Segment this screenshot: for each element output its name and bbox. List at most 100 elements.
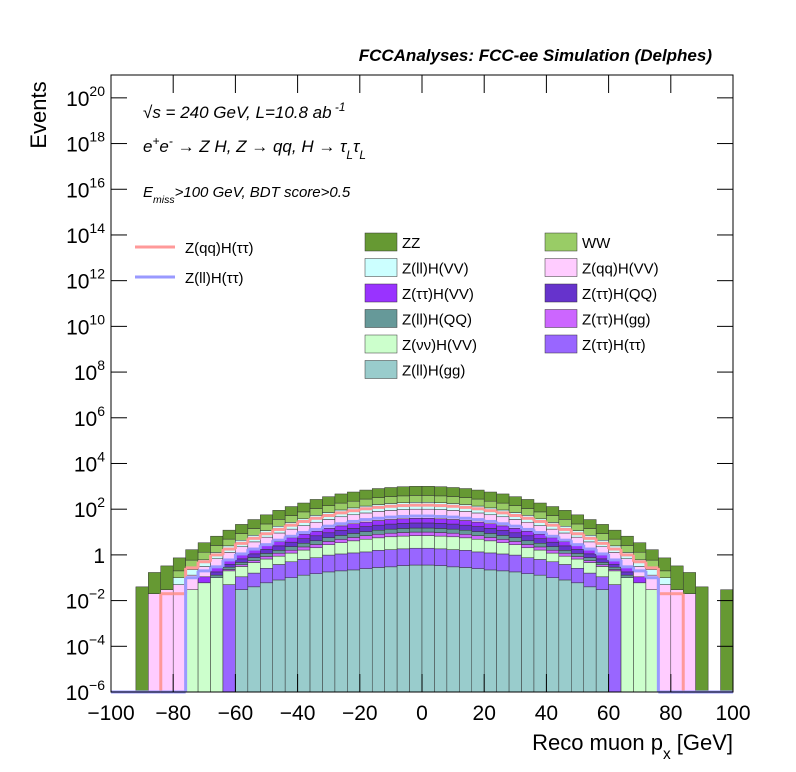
- histogram-bar: [371, 524, 385, 531]
- histogram-bar: [595, 533, 609, 541]
- histogram-bar: [571, 553, 584, 557]
- histogram-bar: [309, 508, 323, 516]
- histogram-bar: [222, 584, 236, 693]
- histogram-bar: [421, 547, 435, 566]
- histogram-bar: [284, 577, 298, 693]
- histogram-bar: [284, 541, 298, 547]
- histogram-bar: [471, 531, 485, 536]
- histogram-bar: [546, 546, 560, 551]
- histogram-bar: [571, 514, 584, 525]
- histogram-bar: [558, 555, 572, 565]
- histogram-bar: [558, 541, 572, 547]
- histogram-bar: [633, 542, 647, 553]
- y-tick-base: 10: [74, 362, 97, 385]
- histogram-bar: [309, 544, 323, 549]
- histogram-bar: [421, 495, 435, 503]
- histogram-bar: [347, 500, 361, 509]
- histogram-bar: [185, 549, 199, 561]
- histogram-bar: [459, 537, 473, 551]
- histogram-bar: [297, 502, 311, 513]
- histogram-bar: [533, 533, 547, 539]
- y-tick-base: 10: [66, 225, 89, 248]
- histogram-bar: [396, 532, 410, 537]
- y-tick-base: 10: [66, 88, 89, 111]
- histogram-bar: [247, 560, 261, 563]
- histogram-bar: [434, 535, 448, 550]
- histogram-bar: [247, 519, 261, 529]
- y-tick-label: 1018: [66, 129, 105, 157]
- histogram-bar: [620, 577, 634, 693]
- y-tick-label: 1020: [66, 83, 105, 111]
- histogram-bar: [446, 487, 460, 497]
- histogram-bar: [595, 576, 609, 590]
- histogram-bar: [645, 569, 659, 576]
- histogram-bar: [284, 549, 298, 554]
- histogram-bar: [247, 562, 261, 574]
- histogram-bar: [334, 502, 348, 511]
- text-segment: Reco muon p: [532, 730, 663, 755]
- histogram-bar: [396, 535, 410, 550]
- legend-swatch: [544, 258, 578, 277]
- legend-swatch: [364, 258, 398, 277]
- histogram-bar: [371, 529, 385, 535]
- histogram-bar: [434, 532, 448, 537]
- histogram-bar: [471, 551, 485, 569]
- histogram-bar: [334, 553, 348, 572]
- histogram-bar: [608, 584, 622, 693]
- histogram-bar: [334, 539, 348, 543]
- histogram-bar: [409, 527, 423, 533]
- histogram-bar: [396, 518, 410, 524]
- legend-label: Z(ll)H(QQ): [402, 312, 472, 329]
- histogram-bar: [185, 589, 199, 693]
- histogram-bar: [371, 497, 385, 505]
- histogram-bar: [247, 586, 261, 693]
- y-tick-exponent: 12: [89, 266, 105, 282]
- histogram-bar: [421, 522, 435, 529]
- histogram-bar: [521, 557, 535, 574]
- legend-label: Z(ττ)H(ττ): [582, 337, 646, 354]
- histogram-bar: [459, 534, 473, 539]
- histogram-bar: [284, 561, 298, 578]
- histogram-bar: [421, 486, 435, 496]
- y-tick-exponent: −6: [89, 677, 105, 693]
- histogram-bar: [558, 545, 572, 551]
- histogram-bar: [347, 552, 361, 571]
- histogram-bar: [521, 544, 535, 549]
- histogram-bar: [396, 486, 410, 497]
- histogram-bar: [682, 572, 696, 594]
- legend-label: Z(qq)H(VV): [582, 261, 659, 278]
- histogram-bar: [272, 579, 286, 693]
- histogram-bar: [645, 589, 659, 693]
- histogram-bar: [471, 526, 485, 532]
- histogram-bar: [571, 568, 584, 584]
- histogram-bar: [471, 568, 485, 693]
- histogram-bar: [546, 561, 560, 578]
- chart-title: FCCAnalyses: FCC-ee Simulation (Delphes): [359, 46, 713, 65]
- y-tick-label: 1010: [66, 311, 105, 339]
- histogram-bar: [459, 520, 473, 526]
- histogram-bar: [384, 566, 398, 693]
- text-segment: → Z H, Z → qq, H → τ: [173, 137, 348, 156]
- histogram-bar: [210, 571, 224, 576]
- histogram-bar: [608, 563, 622, 568]
- text-segment: miss: [153, 194, 175, 206]
- x-tick-label: −40: [280, 702, 316, 725]
- histogram-bar: [471, 521, 485, 527]
- histogram-bar: [496, 525, 510, 531]
- histogram-bar: [260, 549, 273, 554]
- histogram-bar: [322, 544, 336, 556]
- histogram-bar: [496, 535, 510, 540]
- histogram-bar: [297, 533, 311, 539]
- legend-swatch: [364, 283, 398, 303]
- histogram-bar: [322, 537, 336, 542]
- histogram-bar: [222, 570, 236, 585]
- histogram-bar: [508, 496, 522, 506]
- histogram-bar: [384, 532, 398, 538]
- histogram-bar: [409, 531, 423, 536]
- histogram-bar: [670, 589, 684, 693]
- histogram-bar: [260, 568, 273, 584]
- y-tick-label: 104: [74, 448, 105, 476]
- text-segment: x: [663, 746, 671, 763]
- text-segment: E: [143, 184, 154, 201]
